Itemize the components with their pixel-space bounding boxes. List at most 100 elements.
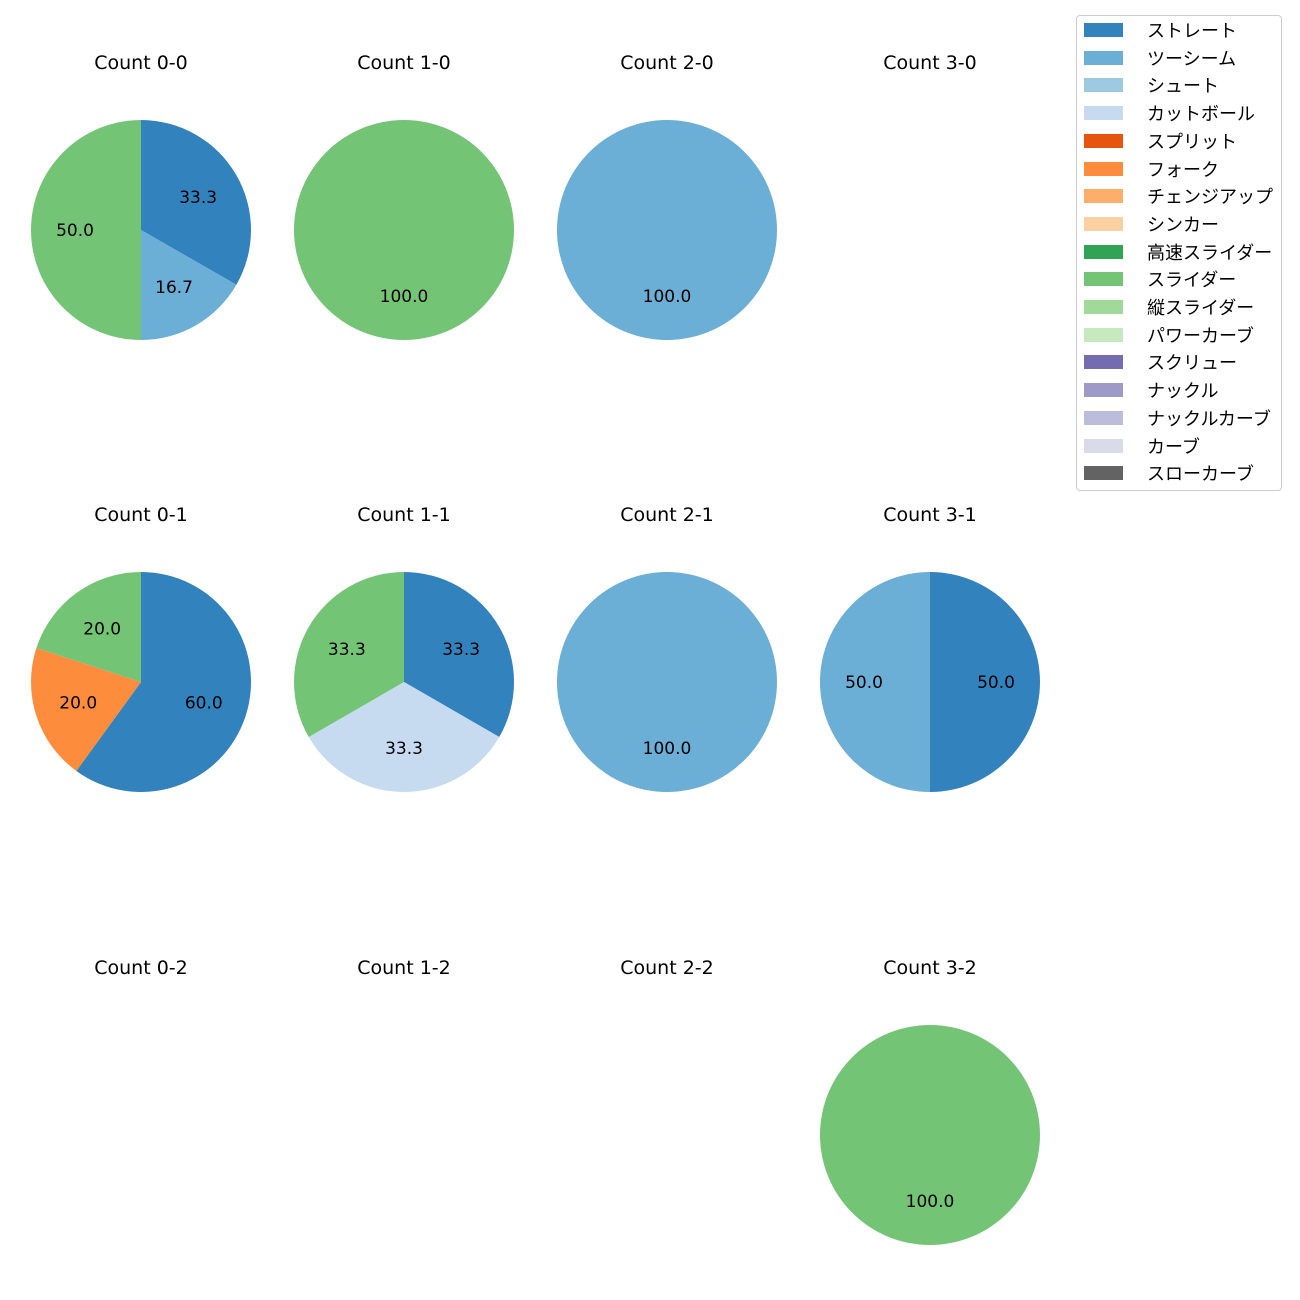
legend-label: スプリット [1147, 131, 1237, 153]
panel-title: Count 0-1 [94, 504, 188, 526]
pie-slice [141, 120, 251, 285]
legend-label: スローカーブ [1147, 464, 1254, 486]
panel-title: Count 1-2 [357, 957, 451, 979]
legend-swatch [1084, 355, 1123, 370]
pie-slice [141, 230, 237, 340]
slice-label: 16.7 [155, 278, 193, 298]
legend-item: ナックル [1084, 377, 1218, 403]
pie-panel: Count 2-1 100.0 [557, 504, 777, 792]
legend-item: ツーシーム [1084, 45, 1236, 71]
panel-title: Count 0-2 [94, 957, 188, 979]
legend-item: シュート [1084, 72, 1219, 98]
panel-title: Count 3-1 [883, 504, 977, 526]
legend-item: ナックルカーブ [1084, 405, 1271, 431]
legend-label: ストレート [1147, 21, 1237, 42]
pie-panel: Count 2-2 [620, 957, 714, 979]
panel-title: Count 1-0 [357, 52, 451, 74]
legend-item: フォーク [1084, 156, 1219, 182]
legend-swatch [1084, 300, 1123, 314]
panel-title: Count 3-0 [883, 52, 977, 74]
slice-label: 50.0 [845, 673, 883, 693]
pie-slice [294, 120, 514, 340]
slice-label: 100.0 [643, 287, 692, 307]
pie-slice [820, 572, 930, 792]
legend-label: スクリュー [1147, 353, 1237, 375]
legend-swatch [1084, 466, 1123, 481]
pie-panel: Count 1-1 33.3 33.3 33.3 [294, 504, 514, 792]
slice-label: 100.0 [380, 287, 429, 307]
slice-label: 100.0 [643, 739, 692, 759]
legend-item: 縦スライダー [1084, 294, 1254, 320]
pie-panel: Count 1-0 100.0 [294, 52, 514, 340]
legend-item: 高速スライダー [1084, 239, 1272, 265]
slice-label: 50.0 [56, 221, 94, 241]
pie-panel: Count 3-2 100.0 [820, 957, 1040, 1245]
pie-panel: Count 0-1 60.0 20.0 20.0 [30, 504, 251, 792]
legend-label: 高速スライダー [1147, 242, 1273, 264]
legend-swatch [1084, 216, 1123, 231]
slice-label: 100.0 [906, 1192, 955, 1212]
pie-panel: Count 0-2 [94, 957, 188, 979]
pie-slice [930, 572, 1040, 792]
pie-slice [30, 648, 142, 771]
legend-item: スローカーブ [1084, 460, 1254, 486]
slice-label: 33.3 [179, 188, 217, 208]
legend-item: スクリュー [1084, 349, 1237, 375]
slice-label: 33.3 [385, 739, 423, 759]
slice-label: 20.0 [59, 693, 97, 713]
slice-label: 60.0 [185, 693, 223, 713]
legend-swatch [1084, 133, 1123, 148]
legend-item: カットボール [1084, 100, 1255, 126]
pie-slice [294, 572, 404, 737]
pie-slice [36, 572, 141, 682]
legend-swatch [1084, 161, 1123, 176]
legend-swatch [1084, 438, 1123, 453]
legend-swatch [1084, 383, 1123, 398]
legend-label: シンカー [1147, 214, 1219, 236]
panel-title: Count 3-2 [883, 957, 977, 979]
legend-swatch [1084, 410, 1123, 425]
pie-slice [31, 120, 141, 340]
panel-title: Count 2-2 [620, 957, 714, 979]
legend-item: スプリット [1084, 128, 1237, 154]
legend-item: カーブ [1084, 433, 1200, 459]
legend-label: シュート [1147, 76, 1219, 98]
legend-item: スライダー [1084, 266, 1236, 292]
legend-swatch [1084, 23, 1123, 37]
legend-label: パワーカーブ [1147, 325, 1254, 347]
panel-title: Count 1-1 [357, 504, 451, 526]
slice-label: 33.3 [442, 640, 480, 660]
pie-slice [404, 572, 514, 737]
pie-slice [557, 120, 777, 340]
pie-slice [76, 572, 251, 792]
slice-label: 20.0 [83, 620, 121, 640]
pie-panel: Count 3-1 50.0 50.0 [820, 504, 1040, 792]
legend-item: チェンジアップ [1084, 183, 1273, 209]
legend-item: ストレート [1084, 17, 1237, 43]
panel-title: Count 2-0 [620, 52, 714, 74]
legend-label: ツーシーム [1147, 48, 1237, 70]
legend-label: スライダー [1147, 270, 1237, 292]
pie-slice [308, 682, 500, 792]
legend-label: ナックル [1147, 381, 1219, 403]
legend-item: パワーカーブ [1084, 322, 1254, 348]
pie-panel: Count 0-0 33.3 16.7 50.0 [31, 52, 251, 340]
slice-label: 50.0 [977, 673, 1015, 693]
pie-slice [557, 572, 777, 792]
pie-panel: Count 2-0 100.0 [557, 52, 777, 340]
legend-swatch [1084, 78, 1123, 93]
legend-label: カーブ [1147, 436, 1200, 458]
slice-label: 33.3 [328, 640, 366, 660]
panel-title: Count 2-1 [620, 504, 714, 526]
legend-swatch [1084, 106, 1123, 121]
legend-swatch [1084, 272, 1123, 287]
legend: ストレートツーシームシュート カットボールスプリットフォーク チェンジアップシンカー… [1076, 15, 1282, 491]
legend-item: シンカー [1084, 211, 1219, 237]
legend-swatch [1084, 244, 1123, 259]
panel-title: Count 0-0 [94, 52, 188, 74]
legend-swatch [1084, 189, 1123, 204]
legend-label: 縦スライダー [1147, 298, 1255, 319]
legend-label: ナックルカーブ [1147, 408, 1271, 430]
